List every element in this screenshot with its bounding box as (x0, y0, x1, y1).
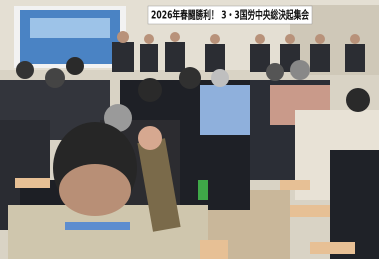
screen-content (30, 18, 110, 38)
banner-text: 2026年春闘勝利！ 3・3国労中央総決起集会 (151, 8, 310, 22)
page: 2026年春闘勝利！ 3・3国労中央総決起集会 (0, 0, 379, 259)
photo: 2026年春闘勝利！ 3・3国労中央総決起集会 (0, 0, 379, 259)
